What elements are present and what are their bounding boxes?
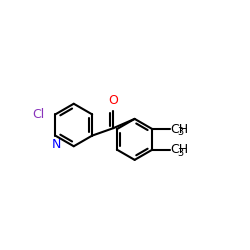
Text: N: N xyxy=(52,138,61,151)
Text: Cl: Cl xyxy=(32,108,44,121)
Text: 3: 3 xyxy=(178,148,184,158)
Text: O: O xyxy=(108,94,118,107)
Text: CH: CH xyxy=(170,123,188,136)
Text: 3: 3 xyxy=(178,127,184,137)
Text: CH: CH xyxy=(170,143,188,156)
